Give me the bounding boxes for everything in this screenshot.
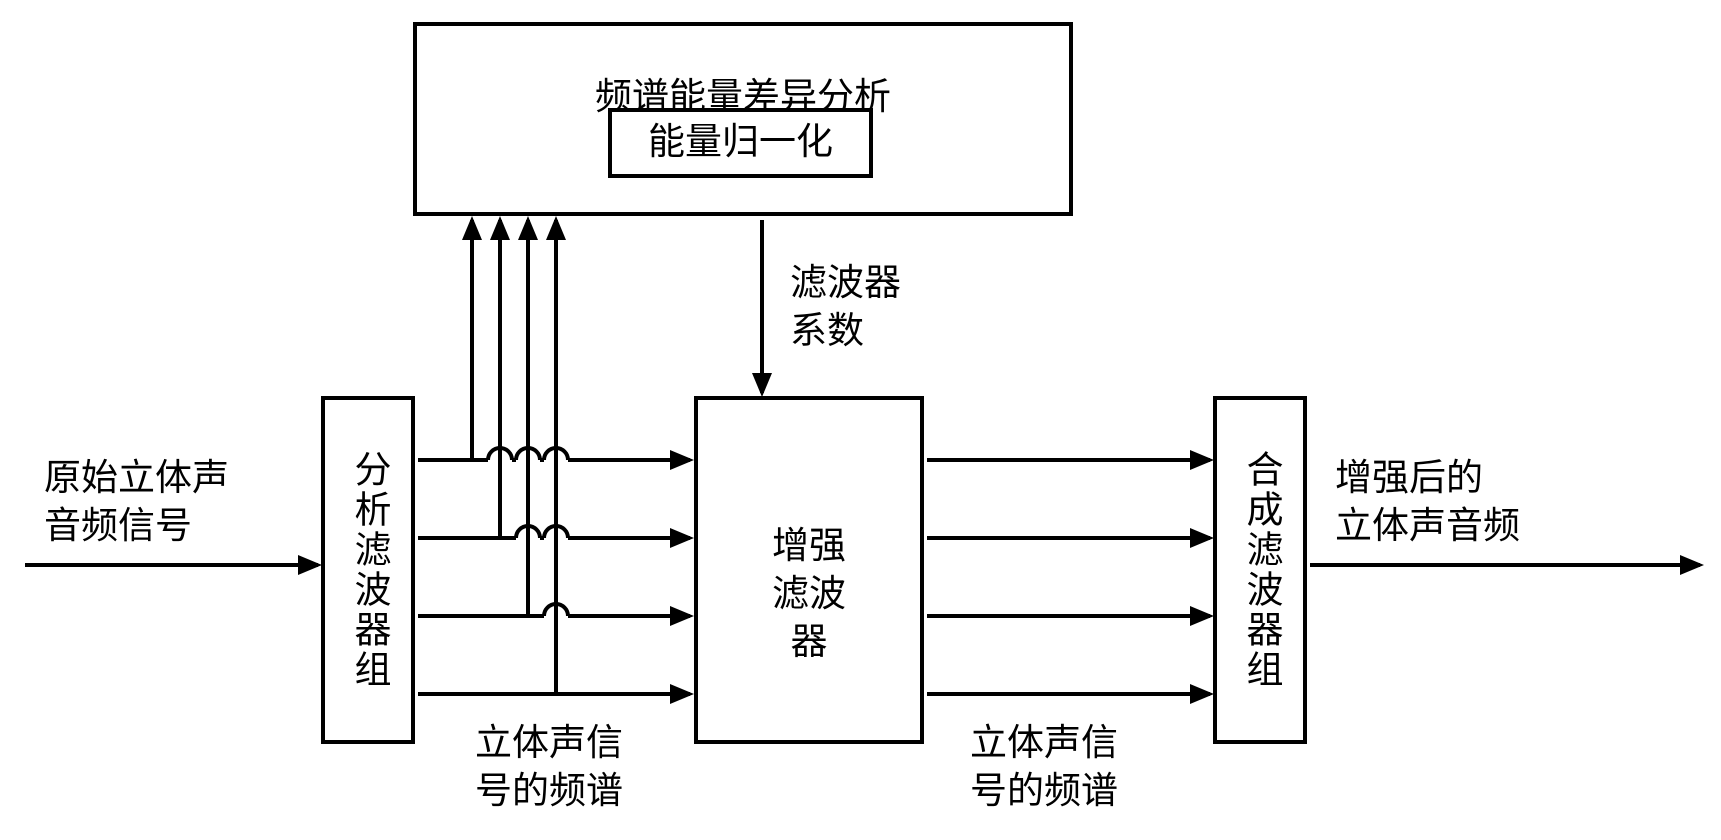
analysis-filter-label: 分析滤波器组 (344, 450, 392, 690)
synthesis-filter-label: 合成滤波器组 (1236, 450, 1284, 690)
energy-normalize-box: 能量归一化 (608, 108, 873, 178)
stereo-spectrum-label-1: 立体声信 号的频谱 (475, 720, 623, 816)
enhance-filter-label: 增强滤波器 (764, 473, 854, 667)
enhance-filter-text: 增强滤波器 (764, 523, 854, 667)
filter-coeff-label: 滤波器 系数 (790, 260, 901, 356)
output-label: 增强后的 立体声音频 (1335, 455, 1520, 551)
analysis-filter-box: 分析滤波器组 (321, 396, 415, 744)
input-label: 原始立体声 音频信号 (44, 455, 229, 551)
energy-normalize-label: 能量归一化 (648, 119, 833, 167)
enhance-filter-box: 增强滤波器 (694, 396, 924, 744)
synthesis-filter-box: 合成滤波器组 (1213, 396, 1307, 744)
stereo-spectrum-label-2: 立体声信 号的频谱 (970, 720, 1118, 816)
